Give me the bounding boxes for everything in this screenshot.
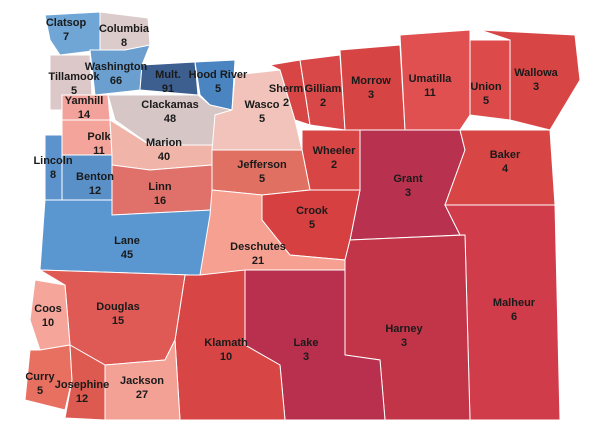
county-name: Curry [25,371,55,383]
county-value: 3 [533,81,539,93]
county-value: 4 [502,163,509,175]
county-name: Tillamook [48,71,100,83]
county-value: 3 [401,337,407,349]
county-name: Wasco [244,99,279,111]
county-name: Lane [114,235,140,247]
county-shape [104,338,181,421]
county-value: 11 [93,145,105,157]
county-shape [64,344,106,421]
county-value: 40 [158,151,170,163]
county-name: Yamhill [65,95,104,107]
county-name: Washington [85,61,148,73]
county-name: Mult. [155,69,181,81]
county-value: 2 [331,159,337,171]
county-name: Jackson [120,375,164,387]
county-name: Crook [296,205,329,217]
county-shape [211,69,303,151]
county-name: Deschutes [230,241,286,253]
county-name: Marion [146,137,182,149]
county-value: 45 [121,249,133,261]
county-name: Polk [87,131,111,143]
county-shape [44,134,63,201]
county-value: 5 [37,385,43,397]
county-value: 27 [136,389,148,401]
county-name: Benton [76,171,114,183]
county-name: Douglas [96,301,139,313]
county-name: Lincoln [33,155,72,167]
county-value: 5 [259,173,265,185]
county-name: Baker [490,149,521,161]
county-shapes [24,11,581,421]
county-name: Jefferson [237,159,287,171]
county-value: 3 [303,351,309,363]
county-name: Gilliam [305,83,342,95]
county-value: 21 [252,255,264,267]
county-name: Wheeler [313,145,357,157]
county-name: Union [470,81,501,93]
county-name: Linn [148,181,171,193]
county-name: Harney [385,323,423,335]
county-name: Wallowa [514,67,558,79]
county-name: Hood River [189,69,248,81]
county-value: 15 [112,315,124,327]
county-name: Malheur [493,297,536,309]
county-value: 11 [424,87,436,99]
county-name: Clatsop [46,17,87,29]
county-shape [268,59,311,126]
county-value: 3 [405,187,411,199]
county-shape [61,94,111,121]
county-value: 7 [63,31,69,43]
county-value: 5 [215,83,221,95]
county-shape [44,11,101,56]
county-shape [339,44,406,131]
county-value: 14 [78,109,91,121]
county-shape [349,129,466,241]
county-name: Clackamas [141,99,199,111]
county-value: 5 [71,85,77,97]
county-name: Grant [393,173,423,185]
county-value: 6 [511,311,517,323]
county-value: 3 [368,89,374,101]
county-shape [29,279,71,351]
county-value: 66 [110,75,122,87]
county-name: Lake [293,337,318,349]
county-value: 8 [50,169,56,181]
county-value: 5 [483,95,489,107]
county-value: 16 [154,195,166,207]
county-value: 2 [320,97,326,109]
county-value: 91 [162,83,174,95]
county-name: Klamath [204,337,248,349]
county-name: Sherm [269,83,303,95]
county-value: 10 [42,317,54,329]
county-labels: Clatsop 7 Columbia 8 Tillamook 5 Washington 66 M… [25,17,558,405]
county-value: 12 [76,393,88,405]
county-value: 12 [89,185,101,197]
county-value: 48 [164,113,176,125]
county-name: Josephine [55,379,109,391]
county-value: 5 [259,113,265,125]
county-name: Coos [34,303,62,315]
county-name: Morrow [351,75,391,87]
county-value: 5 [309,219,315,231]
county-name: Columbia [99,23,150,35]
county-value: 10 [220,351,232,363]
county-shape [399,29,471,131]
county-value: 2 [283,97,289,109]
county-value: 8 [121,37,127,49]
county-name: Umatilla [409,73,453,85]
